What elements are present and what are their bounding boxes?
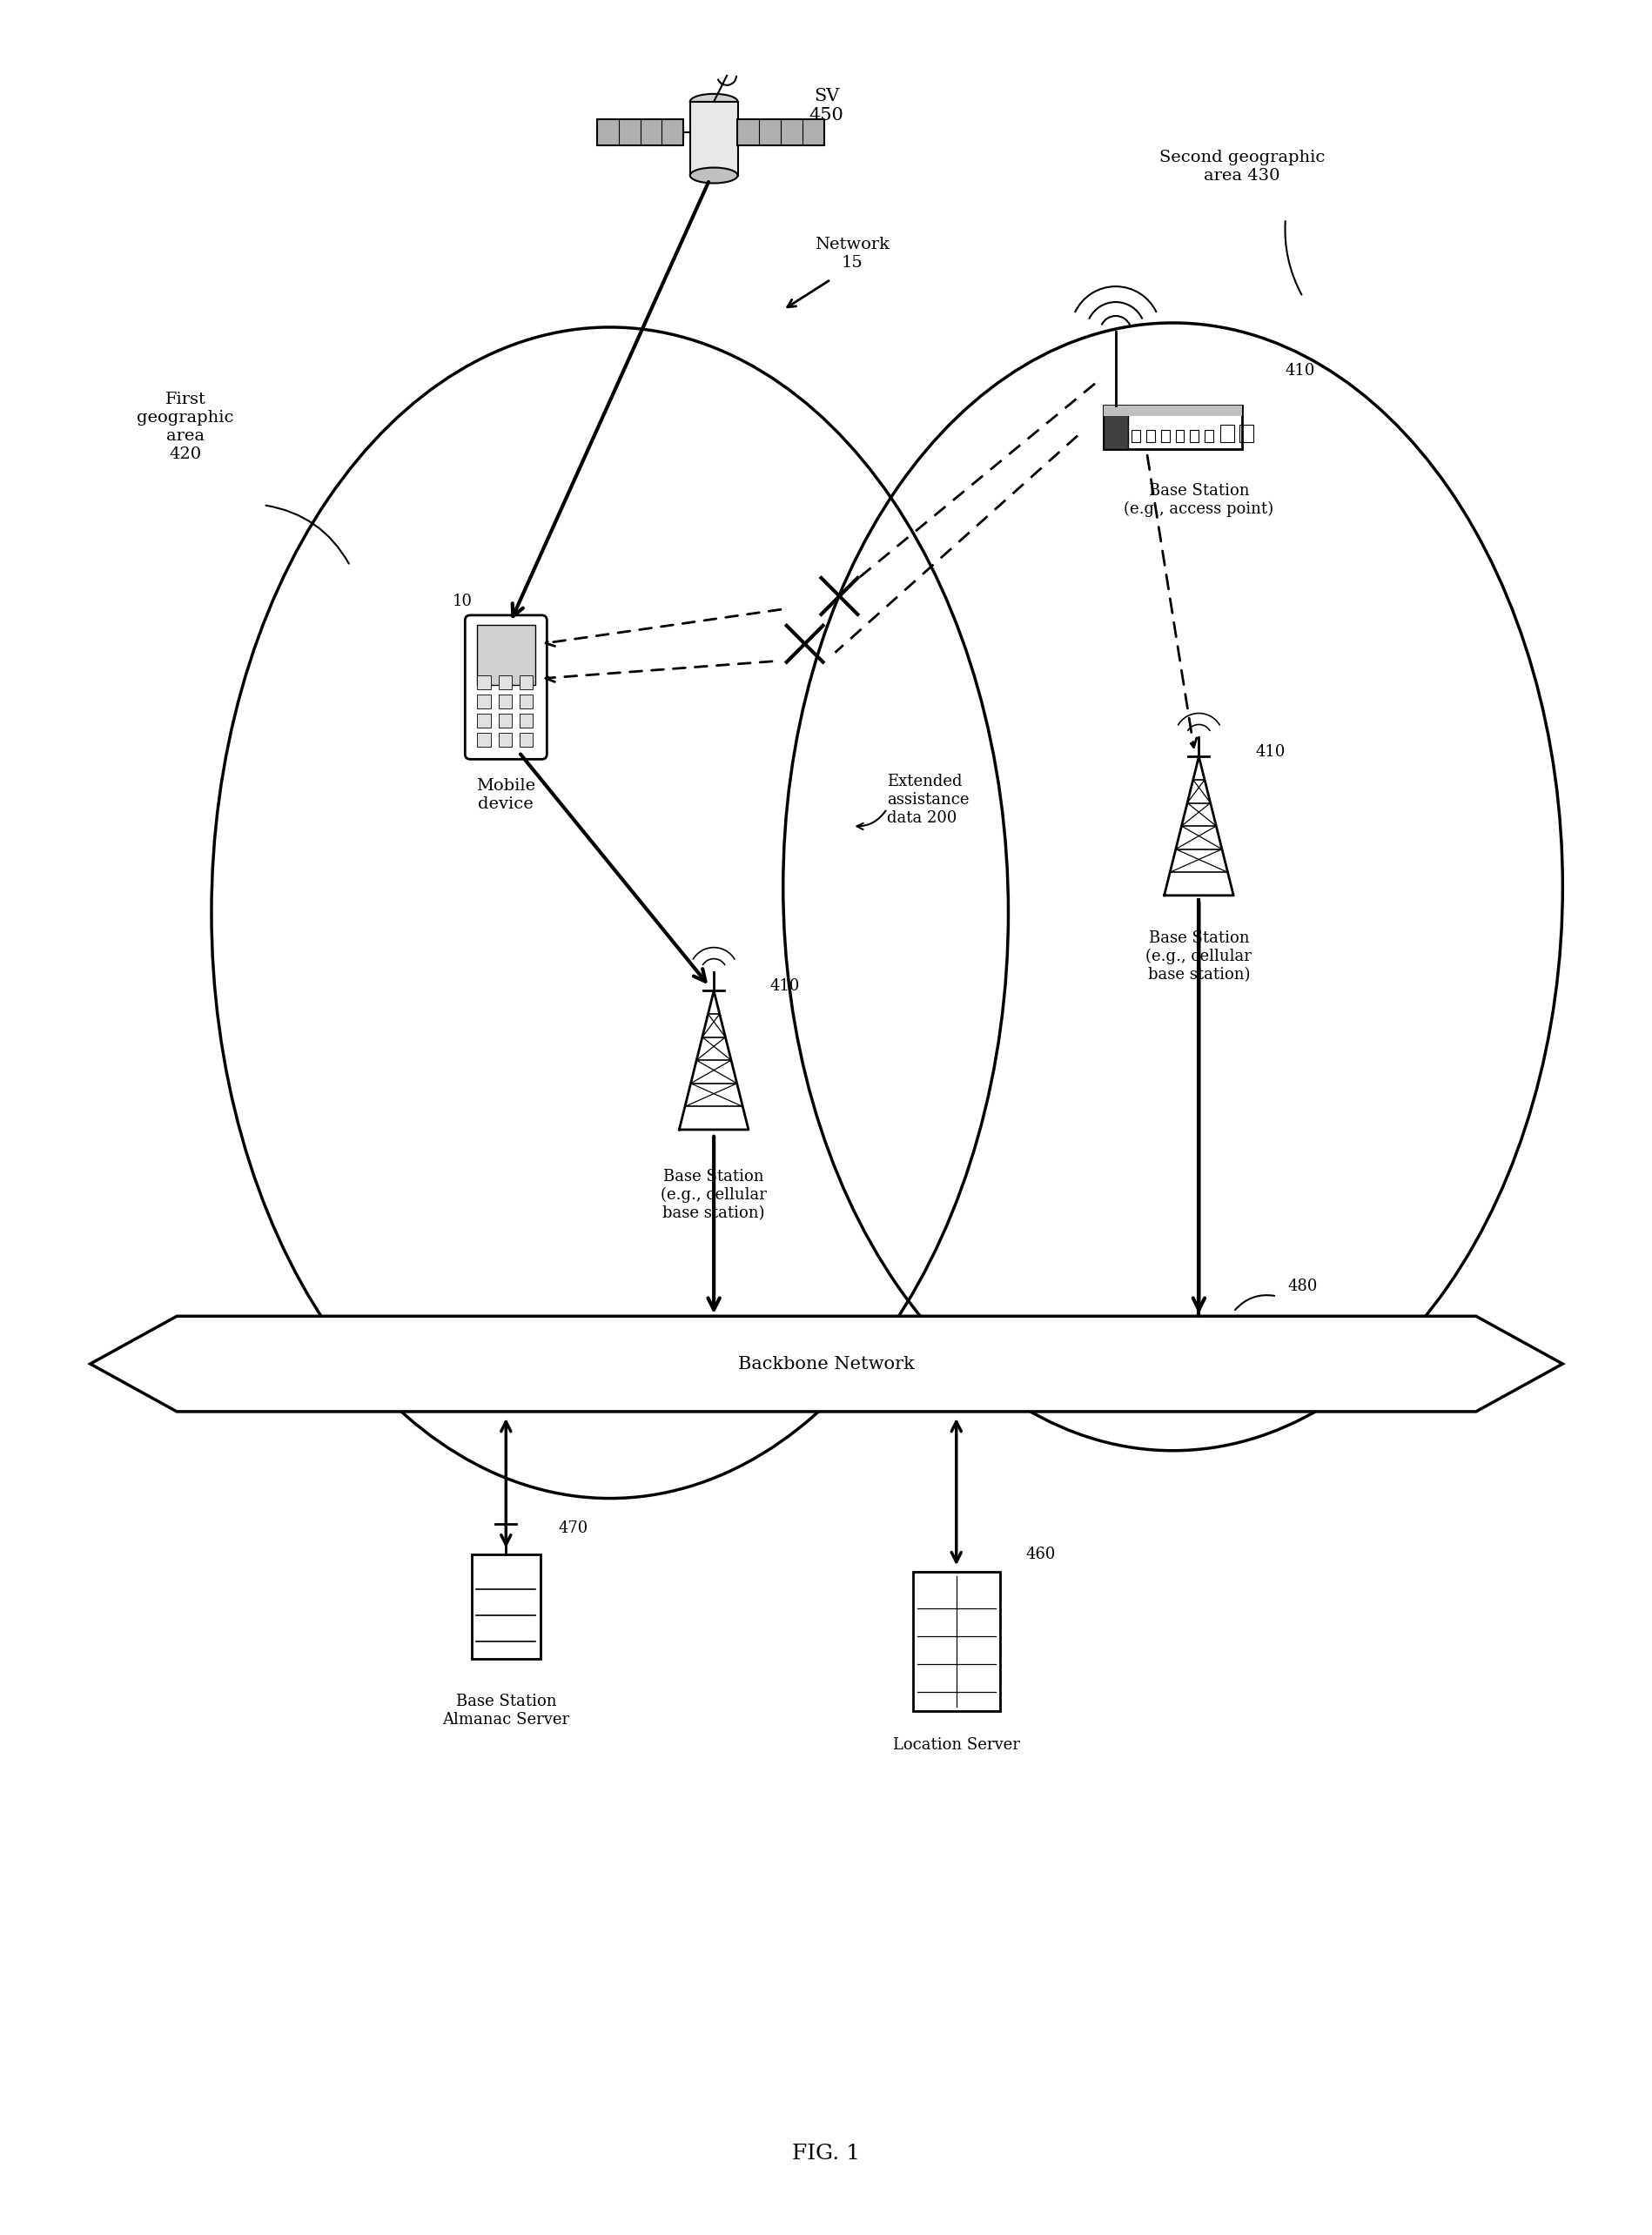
Text: Base Station
(e.g., cellular
base station): Base Station (e.g., cellular base statio… <box>1145 930 1251 981</box>
Bar <box>691 101 738 174</box>
Bar <box>1160 429 1170 443</box>
Bar <box>499 695 512 708</box>
Text: SV
450: SV 450 <box>809 87 843 123</box>
Text: 480: 480 <box>1287 1278 1317 1294</box>
Polygon shape <box>91 1316 1561 1413</box>
Bar <box>519 733 532 746</box>
Bar <box>477 675 491 688</box>
Ellipse shape <box>689 94 737 110</box>
Bar <box>1219 425 1234 443</box>
Bar <box>471 1556 540 1658</box>
Bar <box>1104 405 1242 416</box>
Bar <box>1175 429 1183 443</box>
Bar <box>499 713 512 726</box>
Bar <box>519 675 532 688</box>
Bar <box>1104 405 1242 449</box>
Bar <box>596 118 684 145</box>
Bar <box>912 1571 999 1710</box>
Bar <box>1204 429 1213 443</box>
Polygon shape <box>679 990 748 1129</box>
Bar <box>1239 425 1252 443</box>
Text: Extended
assistance
data 200: Extended assistance data 200 <box>887 773 968 827</box>
Polygon shape <box>1163 758 1232 896</box>
Text: Base Station
(e.g., access point): Base Station (e.g., access point) <box>1123 483 1274 516</box>
Text: Backbone Network: Backbone Network <box>738 1357 914 1372</box>
Text: 460: 460 <box>1026 1547 1056 1562</box>
Bar <box>477 626 535 686</box>
Text: 410: 410 <box>770 979 800 995</box>
FancyBboxPatch shape <box>464 615 547 760</box>
Bar <box>1145 429 1155 443</box>
Bar <box>477 733 491 746</box>
Text: Location Server: Location Server <box>892 1737 1019 1752</box>
Text: Base Station
(e.g., cellular
base station): Base Station (e.g., cellular base statio… <box>661 1169 767 1220</box>
Text: First
geographic
area
420: First geographic area 420 <box>137 391 235 463</box>
Text: 470: 470 <box>558 1520 588 1535</box>
Bar <box>737 118 823 145</box>
Bar <box>519 695 532 708</box>
Bar <box>499 675 512 688</box>
Ellipse shape <box>689 168 737 183</box>
Bar <box>519 713 532 726</box>
Bar <box>1130 429 1140 443</box>
Text: Mobile
device: Mobile device <box>476 778 535 811</box>
Text: Second geographic
area 430: Second geographic area 430 <box>1158 150 1325 183</box>
Bar <box>1104 405 1127 449</box>
Text: 410: 410 <box>1254 744 1284 760</box>
Text: 10: 10 <box>453 595 472 610</box>
Text: Network
15: Network 15 <box>814 237 889 270</box>
Bar <box>499 733 512 746</box>
Text: FIG. 1: FIG. 1 <box>791 2143 861 2163</box>
Bar <box>1189 429 1198 443</box>
Text: Base Station
Almanac Server: Base Station Almanac Server <box>443 1694 570 1728</box>
Text: 410: 410 <box>1285 362 1315 378</box>
Bar <box>477 713 491 726</box>
Bar <box>477 695 491 708</box>
